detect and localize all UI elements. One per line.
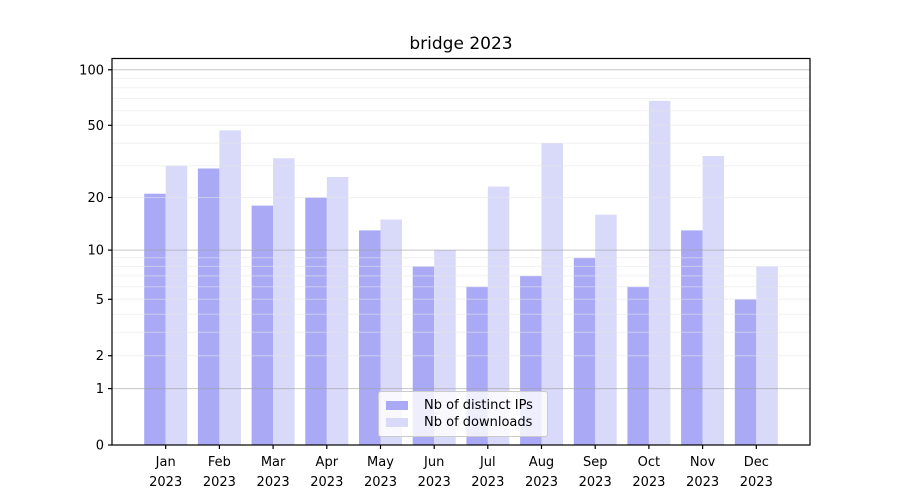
plot-border [111,57,811,446]
bar-ips-feb [197,168,220,445]
y-tick-label: 2 [96,349,104,364]
y-tick-label: 0 [96,439,104,454]
x-tick-label-month: Jun [423,455,444,470]
legend-swatch-distinct-ips [386,401,408,410]
x-tick-label-month: Jul [479,455,496,470]
legend-entry-distinct-ips: Nb of distinct IPs [386,398,539,414]
legend-swatch-downloads [386,418,408,427]
bar-downloads-oct [648,100,671,446]
x-tick-label-year: 2023 [686,475,719,490]
legend-label-distinct-ips: Nb of distinct IPs [424,397,533,413]
x-tick-label-year: 2023 [579,475,612,490]
x-tick-label-year: 2023 [203,475,236,490]
bar-downloads-jan [165,165,188,446]
x-tick-label-year: 2023 [525,475,558,490]
chart-title: bridge 2023 [409,34,513,54]
bar-ips-oct [627,286,649,445]
x-tick-label-month: Feb [208,455,231,470]
bar-downloads-apr [326,177,349,445]
bar-downloads-feb [219,130,241,446]
bar-ips-sep [573,257,596,445]
y-tick-label: 1 [96,382,104,397]
bar-downloads-sep [595,214,617,445]
x-tick-label-month: May [367,455,394,470]
bar-downloads-jul [487,186,510,445]
x-tick-label-month: Dec [744,455,769,470]
bar-ips-apr [305,197,327,445]
x-tick-label-month: Sep [583,455,608,470]
x-tick-label-year: 2023 [364,475,397,490]
x-tick-label-month: Apr [316,455,339,470]
bar-downloads-nov [702,156,725,445]
y-tick-label: 20 [87,191,104,206]
bar-ips-dec [734,299,757,445]
y-tick-label: 5 [96,293,104,308]
y-tick-label: 50 [87,119,104,134]
bar-downloads-mar [273,158,295,446]
x-tick-label-year: 2023 [310,475,343,490]
bar-downloads-aug [541,143,563,445]
bar-ips-mar [251,205,274,445]
x-tick-label-year: 2023 [740,475,773,490]
x-tick-label-year: 2023 [149,475,182,490]
x-tick-label-month: Nov [690,455,716,470]
legend: Nb of distinct IPs Nb of downloads [378,391,548,437]
x-tick-label-year: 2023 [418,475,451,490]
bar-ips-nov [681,230,703,445]
bar-ips-jan [144,193,166,445]
legend-entry-downloads: Nb of downloads [386,415,539,431]
x-tick-label-year: 2023 [632,475,665,490]
x-tick-label-month: Mar [261,455,286,470]
x-tick-label-month: Jan [155,455,176,470]
x-tick-label-month: Aug [529,455,554,470]
y-tick-label: 100 [79,63,104,78]
x-tick-label-month: Oct [638,455,660,470]
x-tick-label-year: 2023 [257,475,290,490]
legend-label-downloads: Nb of downloads [424,414,533,430]
x-tick-label-year: 2023 [471,475,504,490]
y-tick-label: 10 [87,244,104,259]
bar-ips-may [359,230,381,445]
